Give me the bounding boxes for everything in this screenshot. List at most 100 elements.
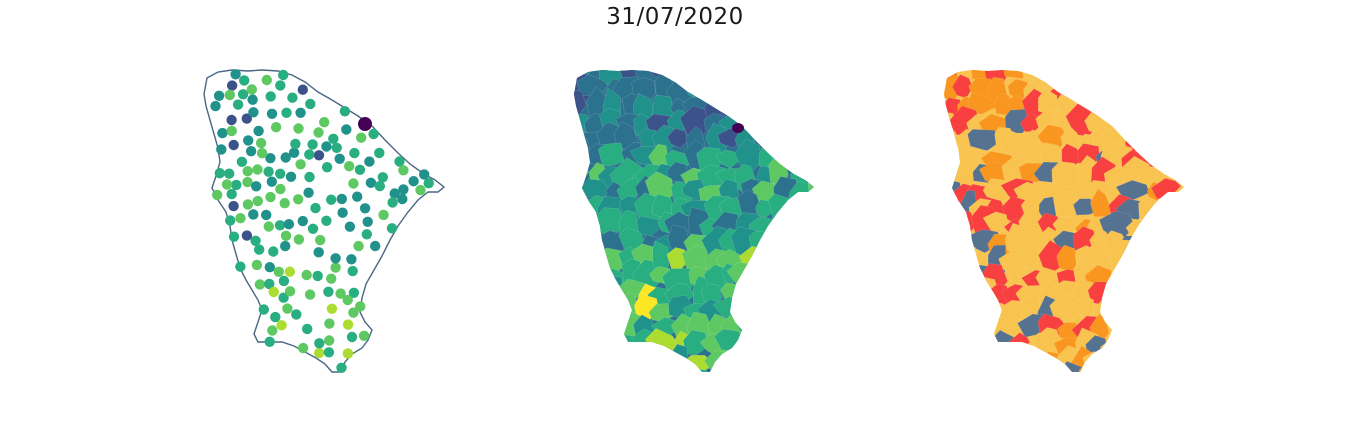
station-point [279, 198, 290, 209]
station-point [362, 216, 373, 227]
station-point [341, 124, 352, 135]
municipality-region [1154, 263, 1182, 292]
station-point [226, 188, 237, 200]
station-point [313, 127, 324, 138]
station-point [270, 311, 281, 323]
municipality-region [574, 349, 596, 372]
municipality-region [1174, 284, 1184, 309]
municipality-region [1107, 366, 1128, 372]
station-points-map [203, 69, 446, 373]
municipality-region [944, 280, 958, 305]
station-point [356, 132, 367, 143]
station-point [246, 84, 257, 95]
municipality-region [1101, 298, 1136, 320]
municipality-region [1140, 229, 1169, 259]
municipality-region [650, 368, 673, 372]
station-point [261, 209, 272, 221]
station-point [419, 169, 430, 180]
station-point [230, 69, 241, 80]
municipality-region [1159, 217, 1184, 241]
station-point [304, 289, 316, 300]
municipality-region [1161, 93, 1181, 120]
station-point [394, 156, 405, 167]
station-point [265, 153, 276, 164]
municipality-region [1105, 310, 1137, 342]
municipality-region [1029, 354, 1047, 371]
municipality-region [1174, 264, 1184, 295]
station-point [265, 191, 276, 203]
station-point [347, 265, 358, 277]
station-point [252, 164, 263, 175]
station-point [224, 168, 235, 179]
station-point [354, 164, 366, 175]
municipality-region [574, 183, 585, 210]
station-point [241, 230, 253, 241]
station-point [344, 221, 356, 232]
station-point [255, 137, 267, 149]
station-point [348, 307, 359, 318]
station-point [359, 203, 371, 214]
station-point [293, 123, 304, 134]
municipality-region [1122, 327, 1153, 362]
station-point [314, 347, 325, 359]
station-point [254, 244, 265, 255]
station-point [278, 69, 289, 81]
municipality-region [950, 304, 973, 324]
station-point [335, 288, 346, 299]
station-point [326, 273, 337, 284]
station-point [398, 184, 409, 195]
station-point [389, 188, 400, 199]
station-point [321, 141, 332, 152]
station-point [304, 149, 315, 160]
station-point [364, 156, 375, 167]
station-point [334, 153, 345, 164]
station-point [344, 161, 355, 172]
station-point [358, 330, 370, 341]
municipality-region [1041, 367, 1065, 372]
municipality-region [1172, 197, 1184, 226]
station-point [275, 183, 286, 195]
station-point [330, 253, 341, 264]
station-point [323, 286, 334, 297]
municipality-region [595, 368, 625, 372]
station-point [302, 323, 313, 335]
municipality-region [944, 366, 958, 372]
station-point [319, 117, 330, 128]
municipality-region [1144, 210, 1162, 233]
municipality-region [1143, 126, 1167, 152]
station-point [226, 125, 237, 137]
station-point [226, 80, 238, 91]
municipality-region [1006, 367, 1031, 372]
station-point [336, 362, 347, 373]
station-point [273, 266, 284, 277]
municipality-region [944, 300, 965, 324]
municipality-region [1136, 93, 1163, 122]
municipality-region [1176, 334, 1184, 354]
station-point [247, 94, 258, 105]
municipality-region [1123, 367, 1143, 372]
municipality-region [574, 214, 585, 241]
municipality-region [1161, 327, 1184, 356]
municipality-region [734, 138, 762, 171]
municipality-region [574, 231, 593, 255]
station-point [212, 189, 223, 201]
station-point [228, 231, 240, 242]
station-point [282, 303, 293, 314]
municipality-region [968, 367, 1001, 372]
station-point [377, 172, 388, 183]
station-point [224, 89, 235, 101]
municipality-region [1151, 309, 1184, 339]
station-point [365, 177, 377, 188]
municipality-region [1141, 366, 1165, 372]
municipality-region [944, 195, 961, 215]
municipality-region [1180, 124, 1184, 154]
station-point [346, 254, 357, 265]
municipality-region [1091, 367, 1116, 372]
municipality-region [947, 209, 975, 238]
municipality-region [1155, 142, 1183, 171]
station-point [225, 215, 236, 226]
station-point [242, 176, 253, 188]
municipality-region [1155, 231, 1184, 252]
municipality-region [1140, 286, 1170, 308]
station-point [281, 107, 292, 119]
